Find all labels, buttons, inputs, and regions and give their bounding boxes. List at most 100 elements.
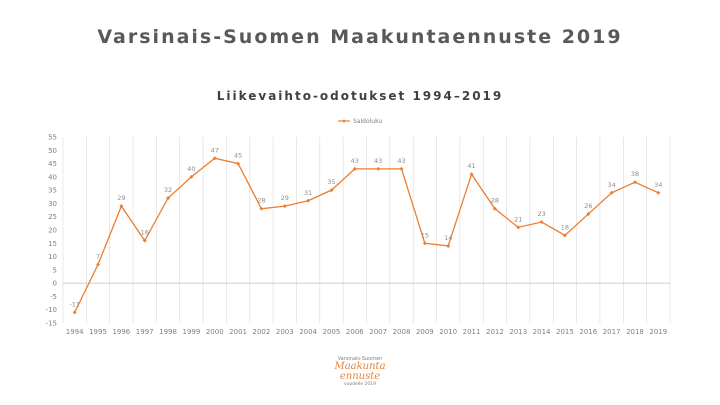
data-label: 14 bbox=[444, 234, 452, 242]
y-tick-label: 40 bbox=[48, 173, 57, 181]
data-label: 18 bbox=[561, 223, 569, 231]
data-point bbox=[282, 204, 287, 209]
y-tick-label: 55 bbox=[48, 134, 57, 142]
data-label: 29 bbox=[117, 194, 125, 202]
x-tick-label: 2016 bbox=[579, 328, 597, 336]
data-point bbox=[516, 225, 521, 230]
data-label: 32 bbox=[164, 186, 172, 194]
data-point bbox=[142, 238, 147, 243]
logo-bottom-text: vuodelle 2019 bbox=[343, 382, 377, 387]
series-line bbox=[74, 157, 659, 313]
x-tick-label: 2018 bbox=[626, 328, 644, 336]
data-point bbox=[96, 262, 101, 267]
data-label: 31 bbox=[304, 189, 312, 197]
logo-top-text: Varsinais-Suomen bbox=[337, 356, 383, 362]
x-tick-label: 2013 bbox=[509, 328, 527, 336]
data-label: 16 bbox=[141, 229, 149, 237]
data-labels: -11 7 29 16 32 40 47 45 28 29 31 35 43 43 43 15 14 41 28 21… bbox=[69, 146, 662, 308]
data-label: 43 bbox=[397, 157, 405, 165]
data-label: 28 bbox=[491, 197, 499, 205]
x-tick-label: 1995 bbox=[89, 328, 107, 336]
data-label: 26 bbox=[584, 202, 592, 210]
x-tick-label: 2017 bbox=[603, 328, 621, 336]
y-tick-label: 50 bbox=[48, 147, 57, 155]
data-label: 34 bbox=[654, 181, 662, 189]
x-tick-label: 2008 bbox=[393, 328, 411, 336]
y-tick-label: 15 bbox=[48, 240, 57, 248]
x-tick-label: 1997 bbox=[136, 328, 154, 336]
data-point bbox=[656, 190, 661, 195]
x-tick-label: 2006 bbox=[346, 328, 364, 336]
y-tick-label: 10 bbox=[48, 253, 57, 261]
data-point bbox=[352, 166, 357, 171]
page-title: Varsinais-Suomen Maakuntaennuste 2019 bbox=[97, 26, 623, 48]
y-tick-label: 25 bbox=[48, 213, 57, 221]
data-label: -11 bbox=[69, 300, 80, 308]
data-point bbox=[399, 166, 404, 171]
x-tick-label: 2014 bbox=[533, 328, 551, 336]
data-label: 23 bbox=[537, 210, 545, 218]
chart-title: Liikevaihto-odotukset 1994–2019 bbox=[216, 89, 504, 103]
data-point bbox=[212, 156, 217, 161]
y-tick-label: -10 bbox=[46, 306, 57, 314]
data-label: 47 bbox=[211, 146, 219, 154]
x-tick-label: 2007 bbox=[369, 328, 387, 336]
data-point bbox=[329, 188, 334, 193]
data-label: 34 bbox=[607, 181, 615, 189]
data-point bbox=[446, 243, 451, 248]
x-tick-label: 1998 bbox=[159, 328, 177, 336]
data-point bbox=[166, 196, 171, 201]
x-tick-label: 2000 bbox=[206, 328, 224, 336]
logo-line2: ennuste bbox=[339, 371, 381, 382]
x-tick-label: 2019 bbox=[649, 328, 667, 336]
x-tick-label: 2005 bbox=[323, 328, 341, 336]
x-tick-label: 1994 bbox=[66, 328, 84, 336]
x-tick-label: 2015 bbox=[556, 328, 574, 336]
y-tick-label: 45 bbox=[48, 160, 57, 168]
data-label: 21 bbox=[514, 215, 522, 223]
data-point bbox=[119, 204, 124, 209]
x-tick-label: 2011 bbox=[463, 328, 481, 336]
data-label: 35 bbox=[327, 178, 335, 186]
data-label: 15 bbox=[421, 231, 429, 239]
series-saldoluku bbox=[72, 156, 661, 315]
legend-marker bbox=[342, 119, 346, 123]
data-label: 38 bbox=[631, 170, 639, 178]
x-tick-labels: 1994 1995 1996 1997 1998 1999 2000 2001 2002 2003… bbox=[66, 328, 667, 336]
data-point bbox=[306, 198, 311, 203]
data-label: 40 bbox=[187, 165, 195, 173]
data-label: 41 bbox=[467, 162, 475, 170]
data-point bbox=[236, 161, 241, 166]
x-tick-label: 2009 bbox=[416, 328, 434, 336]
x-tick-label: 2001 bbox=[229, 328, 247, 336]
legend-label: Saldoluku bbox=[353, 118, 382, 125]
x-tick-label: 2003 bbox=[276, 328, 294, 336]
data-point bbox=[492, 206, 497, 211]
data-point bbox=[586, 212, 591, 217]
data-point bbox=[469, 172, 474, 177]
data-point bbox=[259, 206, 264, 211]
data-label: 43 bbox=[351, 157, 359, 165]
data-label: 29 bbox=[281, 194, 289, 202]
y-tick-label: 35 bbox=[48, 187, 57, 195]
x-tick-label: 1999 bbox=[182, 328, 200, 336]
data-label: 43 bbox=[374, 157, 382, 165]
x-tick-label: 2004 bbox=[299, 328, 317, 336]
data-point bbox=[72, 310, 77, 315]
x-tick-label: 2002 bbox=[253, 328, 271, 336]
data-label: 28 bbox=[257, 197, 265, 205]
maakuntaennuste-logo: Varsinais-Suomen Maakunta ennuste vuodel… bbox=[310, 356, 410, 388]
data-point bbox=[632, 180, 637, 185]
data-point bbox=[539, 220, 544, 225]
data-label: 7 bbox=[96, 253, 100, 261]
legend: Saldoluku bbox=[338, 118, 382, 125]
y-tick-label: 30 bbox=[48, 200, 57, 208]
data-point bbox=[609, 190, 614, 195]
data-point bbox=[562, 233, 567, 238]
y-tick-labels: -15 -10 -5 0 5 10 15 20 25 30 35 40 45 50 55 bbox=[46, 134, 57, 328]
data-label: 45 bbox=[234, 152, 242, 160]
x-tick-label: 1996 bbox=[112, 328, 130, 336]
y-tick-label: -5 bbox=[50, 293, 57, 301]
y-tick-label: -15 bbox=[46, 320, 57, 328]
